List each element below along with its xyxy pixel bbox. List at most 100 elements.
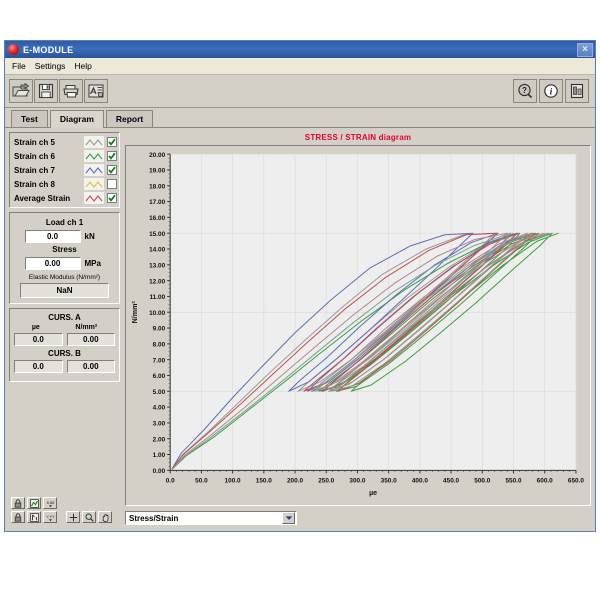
crosshair-icon (69, 513, 77, 521)
svg-text:8.88: 8.88 (46, 500, 54, 505)
load-value-row: 0.0 kN (14, 230, 115, 243)
load-unit-label: kN (84, 232, 95, 241)
open-file-button[interactable] (9, 79, 33, 103)
chart-series-line (171, 232, 550, 470)
page-title: STRESS / STRAIN diagram (304, 133, 412, 142)
cursor-readout-panel: CURS. A µe N/mm² 0.0 0.00 CURS. B 0.0 0.… (9, 308, 120, 382)
channel-label: Average Strain (14, 193, 71, 203)
tab-test[interactable]: Test (11, 110, 48, 127)
cursor-a-title: CURS. A (48, 313, 81, 322)
y-axis-tick-label: 1.00 (153, 452, 166, 459)
x-axis-tick-label: 400.0 (412, 478, 428, 485)
chart-bottom-bar: Stress/Strain (125, 506, 591, 527)
channel-row-strain-ch-8[interactable]: Strain ch 8 (12, 177, 117, 191)
chevron-down-icon[interactable] (282, 512, 295, 524)
print-button[interactable] (59, 79, 83, 103)
info-icon: i (544, 84, 558, 98)
channel-color-swatch-icon (84, 192, 104, 204)
channel-checkbox[interactable] (107, 137, 117, 147)
y-axis-tick-label: 8.00 (153, 341, 166, 348)
lock-axis-button[interactable] (11, 497, 25, 509)
channel-checkbox[interactable] (107, 165, 117, 175)
x-axis-tick-label: 0.0 (166, 478, 175, 485)
padlock-icon (14, 498, 22, 508)
toolbar-left-group (9, 79, 108, 103)
toolbar-right-group: ? i (513, 79, 589, 103)
app-red-sphere-icon (8, 44, 19, 55)
channel-row-strain-ch-7[interactable]: Strain ch 7 (12, 163, 117, 177)
pan-button[interactable] (98, 511, 112, 523)
channel-row-strain-ch-6[interactable]: Strain ch 6 (12, 149, 117, 163)
load-stress-panel: Load ch 1 0.0 kN Stress 0.00 MPa Elastic… (9, 212, 120, 304)
window-titlebar: E-MODULE × (5, 41, 595, 58)
cursor-strain-header: µe (31, 324, 40, 331)
autoscale-button[interactable] (27, 497, 41, 509)
y-axis-tick-label: 3.00 (153, 421, 166, 428)
y-format-button[interactable]: Y.YY (43, 511, 57, 523)
chart-canvas: 0.00 1.00 2.00 3.00 4.00 5.00 6.00 7.00 8.00 9.00… (131, 152, 584, 497)
channel-checkbox[interactable] (107, 179, 117, 189)
y-axis-tick-label: 5.00 (153, 389, 166, 396)
cursor-a-strain-field: 0.0 (14, 333, 63, 346)
cursor-b-stress-field: 0.00 (66, 360, 115, 373)
x-format-button[interactable]: 8.88 (43, 497, 57, 509)
y-axis-tick-label: 10.00 (149, 310, 165, 317)
tab-strip: Test Diagram Report (5, 108, 595, 128)
cursor-b-values: 0.0 0.00 (14, 360, 115, 373)
channel-checkbox[interactable] (107, 193, 117, 203)
number-format-icon: 8.88 (46, 500, 55, 507)
stress-value-field: 0.00 (24, 257, 81, 270)
diagram-type-select[interactable]: Stress/Strain (125, 511, 297, 525)
zoom-button[interactable] (82, 511, 96, 523)
menu-item-file[interactable]: File (12, 61, 26, 71)
hand-pan-icon (102, 513, 108, 522)
lock-y-axis-button[interactable] (11, 511, 25, 523)
cursor-stress-header: N/mm² (75, 324, 98, 331)
cursor-crosshair-button[interactable] (66, 511, 80, 523)
stress-strain-chart[interactable]: 0.00 1.00 2.00 3.00 4.00 5.00 6.00 7.00 8.00 9.00… (125, 145, 591, 506)
y-axis-tick-label: 11.00 (149, 294, 165, 301)
question-mark-icon: ? (518, 83, 533, 99)
channel-row-average-strain[interactable]: Average Strain (12, 191, 117, 205)
help-search-button[interactable]: ? (513, 79, 537, 103)
y-axis-icon (29, 512, 39, 522)
channel-color-swatch-icon (84, 164, 104, 176)
x-axis-tick-label: 350.0 (381, 478, 397, 485)
window-title: E-MODULE (23, 44, 74, 55)
info-button[interactable]: i (539, 79, 563, 103)
close-icon[interactable]: × (577, 42, 593, 57)
x-axis-tick-label: 650.0 (568, 478, 584, 485)
x-axis-tick-label: 550.0 (505, 478, 521, 485)
channel-checkbox[interactable] (107, 151, 117, 161)
stress-value-row: 0.00 MPa (14, 257, 115, 270)
padlock-icon (14, 512, 22, 522)
cursor-column-headers: µe N/mm² (14, 324, 115, 331)
magnifier-icon (85, 513, 94, 522)
channel-row-strain-ch-5[interactable]: Strain ch 5 (12, 135, 117, 149)
chart-title-bar: STRESS / STRAIN diagram (125, 130, 591, 145)
x-axis-tick-label: 100.0 (225, 478, 241, 485)
report-button[interactable] (565, 79, 589, 103)
application-window: E-MODULE × File Settings Help (4, 40, 596, 532)
chart-scale-icon (29, 498, 39, 508)
tab-diagram[interactable]: Diagram (49, 110, 104, 128)
menu-bar: File Settings Help (5, 58, 595, 75)
chart-pane: STRESS / STRAIN diagram 0.00 1.00 2.00 3.00… (123, 128, 595, 531)
y-axis-tick-label: 6.00 (153, 373, 166, 380)
svg-text:?: ? (522, 86, 527, 95)
menu-item-help[interactable]: Help (74, 61, 92, 71)
diagram-type-value: Stress/Strain (129, 513, 179, 523)
x-axis-tick-label: 200.0 (287, 478, 303, 485)
menu-item-settings[interactable]: Settings (34, 61, 66, 71)
y-axis-tick-label: 7.00 (153, 357, 166, 364)
x-axis-tick-label: 500.0 (474, 478, 490, 485)
chart-series-line (171, 232, 549, 470)
configure-button[interactable] (84, 79, 108, 103)
y-scale-button[interactable] (27, 511, 41, 523)
load-title: Load ch 1 (45, 218, 84, 227)
save-button[interactable] (34, 79, 58, 103)
printer-icon (63, 85, 79, 98)
y-axis-tick-label: 17.00 (149, 199, 165, 206)
y-axis-tick-label: 15.00 (149, 231, 165, 238)
tab-report[interactable]: Report (105, 110, 154, 127)
